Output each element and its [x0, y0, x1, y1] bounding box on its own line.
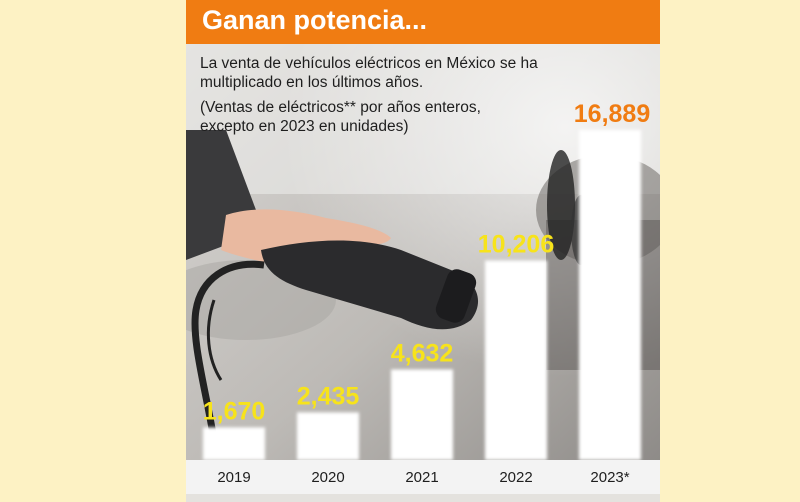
infographic-panel: 1,670 2,435 4,632 10,206 16,889 Ganan potenc… [186, 0, 660, 502]
chart-subtitle: La venta de vehículos eléctricos en Méxi… [200, 55, 538, 91]
bars-group [203, 130, 641, 460]
tick-label-2023: 2023* [590, 469, 629, 486]
value-label-2022: 10,206 [478, 231, 554, 259]
tick-label-2021: 2021 [405, 469, 438, 486]
value-label-2023: 16,889 [574, 100, 650, 128]
chart-canvas: 1,670 2,435 4,632 10,206 16,889 [186, 44, 660, 460]
tick-label-2022: 2022 [499, 469, 532, 486]
bar-2020 [297, 412, 359, 460]
value-label-2021: 4,632 [391, 339, 454, 367]
footer-line [186, 494, 660, 502]
bar-2023 [579, 130, 641, 460]
value-label-2019: 1,670 [203, 397, 266, 425]
title-bar: Ganan potencia... [186, 0, 660, 44]
bar-2022 [485, 260, 547, 460]
value-label-2020: 2,435 [297, 382, 360, 410]
tick-label-2020: 2020 [311, 469, 344, 486]
chart-title: Ganan potencia... [202, 5, 428, 35]
chart-note: (Ventas de eléctricos** por años enteros… [200, 99, 481, 135]
value-labels-group: 1,670 2,435 4,632 10,206 16,889 [203, 100, 651, 425]
bar-2021 [391, 369, 453, 460]
x-axis: 2019 2020 2021 2022 2023* [217, 469, 629, 486]
tick-label-2019: 2019 [217, 469, 250, 486]
bar-2019 [203, 427, 265, 460]
